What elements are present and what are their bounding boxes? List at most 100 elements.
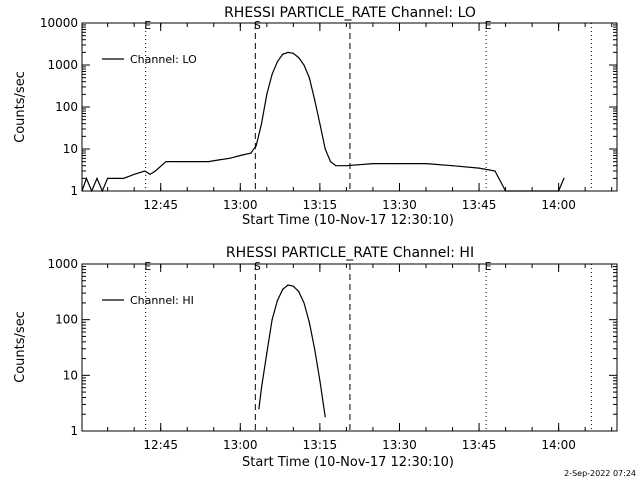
y-tick-label: 100 [55, 313, 78, 327]
bottom-panel: RHESSI PARTICLE_RATE Channel: HI Start T… [13, 245, 618, 470]
x-tick-label: 12:45 [143, 198, 178, 212]
data-point [258, 408, 260, 410]
y-tick-label: 100 [55, 100, 78, 114]
x-tick-label: 14:00 [541, 438, 576, 452]
x-tick-label: 13:00 [223, 198, 258, 212]
data-point [329, 161, 332, 163]
series-line [258, 284, 326, 417]
x-tick-label: 13:45 [462, 438, 497, 452]
data-point [276, 61, 278, 63]
data-point [154, 170, 156, 172]
x-tick-label: 13:30 [382, 198, 417, 212]
data-point [91, 190, 93, 192]
data-point [85, 177, 87, 179]
data-point [314, 99, 316, 101]
data-point [101, 190, 103, 192]
data-point [505, 190, 507, 192]
data-point [282, 53, 284, 55]
data-point [271, 73, 273, 75]
data-point [266, 352, 268, 354]
data-point [324, 148, 326, 150]
data-point [123, 177, 125, 179]
data-point [250, 152, 252, 154]
data-point [133, 173, 135, 175]
series-line [81, 51, 565, 193]
data-point [112, 177, 114, 179]
data-point [176, 161, 178, 163]
y-tick-label: 1 [70, 184, 78, 198]
time-marker-label: E [485, 260, 492, 273]
x-tick-label: 13:45 [462, 198, 497, 212]
top-chart-title: RHESSI PARTICLE_RATE Channel: LO [224, 5, 476, 21]
y-tick-label: 1000 [47, 58, 78, 72]
data-point [197, 161, 199, 163]
data-point [81, 190, 83, 192]
data-point [298, 290, 300, 293]
data-point [308, 321, 310, 323]
data-point [207, 161, 210, 163]
data-point [260, 123, 263, 125]
y-tick-label: 1000 [47, 257, 78, 271]
data-point [239, 154, 241, 157]
data-point [494, 170, 496, 172]
data-point [282, 288, 284, 290]
data-point [531, 190, 533, 192]
top-chart-xlabel: Start Time (10-Nov-17 12:30:10) [242, 213, 454, 228]
data-point [266, 93, 268, 95]
data-point [149, 173, 151, 175]
bottom-chart-title: RHESSI PARTICLE_RATE Channel: HI [226, 245, 474, 261]
time-marker-label: E [144, 19, 151, 32]
y-tick-label: 10000 [40, 16, 78, 30]
data-point [563, 177, 565, 179]
data-point [298, 57, 300, 59]
data-point [319, 123, 321, 125]
data-point [260, 387, 263, 389]
data-point [96, 177, 98, 179]
x-tick-label: 13:15 [303, 198, 338, 212]
legend-label: Channel: LO [130, 53, 197, 66]
x-tick-label: 12:45 [143, 438, 178, 452]
bottom-chart-xlabel: Start Time (10-Nov-17 12:30:10) [242, 455, 454, 470]
data-point [107, 177, 109, 179]
x-tick-label: 14:00 [541, 198, 576, 212]
top-chart-marks: 12:45 13:00 13:15 13:30 13:45 14:00 1 10 100 1000… [40, 16, 618, 212]
data-point [303, 64, 305, 66]
data-point [255, 145, 257, 147]
time-marker-label: E [144, 260, 151, 273]
data-point [319, 380, 321, 382]
data-point [425, 163, 427, 165]
x-tick-label: 13:30 [382, 438, 417, 452]
data-point [398, 163, 401, 165]
time-marker-label: E [485, 19, 492, 32]
data-point [292, 52, 294, 54]
data-point [345, 165, 347, 167]
bottom-chart-ylabel: Counts/sec [13, 311, 28, 383]
data-point [287, 51, 289, 54]
data-point [558, 190, 560, 192]
data-point [478, 167, 480, 169]
data-point [287, 284, 289, 286]
x-tick-label: 13:15 [303, 438, 338, 452]
y-tick-label: 1 [70, 424, 78, 438]
data-point [186, 161, 188, 163]
y-tick-label: 10 [63, 368, 78, 382]
time-marker-label: S [254, 260, 261, 273]
data-point [324, 416, 326, 418]
data-point [372, 163, 374, 165]
bottom-chart-marks: 12:45 13:00 13:15 13:30 13:45 14:00 1 10 100 1000… [47, 257, 618, 452]
legend-label: Channel: HI [130, 294, 194, 307]
data-point [303, 302, 305, 304]
data-point [276, 300, 278, 302]
data-point [308, 77, 310, 79]
x-tick-label: 13:00 [223, 438, 258, 452]
data-point [451, 165, 454, 167]
top-chart-ylabel: Counts/sec [13, 71, 28, 143]
data-point [144, 170, 146, 172]
data-point [271, 319, 273, 321]
footer-timestamp: 2-Sep-2022 07:24 [564, 469, 636, 478]
data-point [335, 165, 337, 167]
data-point [165, 161, 167, 163]
time-marker-label: S [254, 19, 261, 32]
data-point [218, 159, 220, 161]
